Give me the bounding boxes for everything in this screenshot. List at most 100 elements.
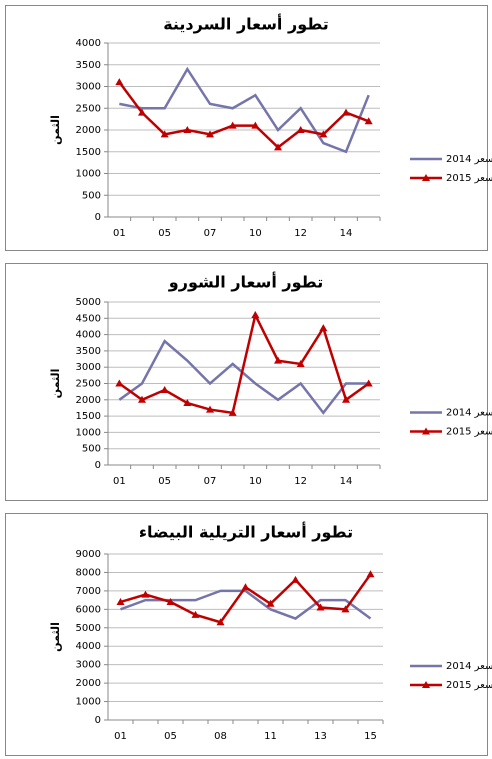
x-tick-label: 12: [294, 476, 307, 487]
chart-title: تطور أسعار السردينة: [163, 14, 329, 34]
y-tick-label: 0: [95, 715, 101, 726]
point-marker: [166, 597, 175, 605]
y-tick-label: 3500: [76, 60, 101, 71]
point-marker: [191, 610, 200, 618]
y-tick-label: 7000: [76, 586, 101, 597]
point-marker: [160, 130, 169, 138]
point-marker: [319, 324, 328, 332]
chart-title: تطور أسعار التريلية البيضاء: [139, 522, 353, 542]
point-marker: [138, 108, 146, 116]
y-tick-label: 5000: [76, 297, 101, 308]
y-tick-label: 1000: [76, 169, 101, 180]
legend-label: 2014 السعر: [446, 154, 492, 165]
x-tick-label: 13: [314, 731, 327, 742]
point-marker: [296, 359, 305, 367]
y-tick-label: 0: [95, 212, 101, 223]
point-marker: [160, 386, 169, 394]
y-tick-label: 4000: [76, 641, 101, 652]
y-tick-label: 2500: [76, 379, 101, 390]
point-marker: [291, 575, 300, 583]
y-tick-label: 9000: [76, 549, 101, 560]
point-marker: [251, 121, 260, 129]
y-tick-label: 500: [82, 444, 101, 455]
x-tick-label: 14: [340, 476, 353, 487]
y-tick-label: 1000: [76, 697, 101, 708]
point-marker: [274, 143, 282, 151]
legend-marker: [422, 681, 430, 688]
y-tick-label: 1500: [76, 147, 101, 158]
x-tick-label: 12: [294, 228, 307, 239]
series-line: [118, 81, 370, 150]
y-tick-label: 2500: [76, 103, 101, 114]
legend-marker: [422, 174, 430, 181]
point-marker: [266, 599, 275, 607]
y-tick-label: 6000: [76, 604, 101, 615]
series-line: [119, 66, 370, 154]
chart: تطور أسعار السردينة 0 500 1000 1500 2000 2500 3…: [5, 5, 492, 251]
point-marker: [206, 130, 214, 138]
legend-marker: [422, 427, 430, 435]
point-marker: [228, 408, 237, 416]
point-marker: [183, 126, 192, 133]
point-marker: [116, 597, 125, 605]
point-marker: [342, 108, 350, 116]
x-tick-label: 07: [204, 228, 217, 239]
point-marker: [228, 121, 237, 129]
legend-label: 2014 السعر: [446, 661, 492, 672]
x-tick-label: 10: [249, 228, 262, 239]
y-tick-label: 4000: [76, 330, 101, 341]
point-marker: [115, 78, 124, 86]
series-line: [118, 311, 370, 415]
y-tick-label: 8000: [76, 567, 101, 578]
y-tick-label: 1500: [76, 411, 101, 422]
y-tick-label: 2000: [76, 125, 101, 136]
point-marker: [342, 395, 350, 403]
point-marker: [141, 590, 150, 598]
x-tick-label: 05: [164, 731, 177, 742]
x-tick-label: 14: [340, 228, 353, 239]
x-tick-label: 05: [158, 228, 171, 239]
point-marker: [241, 583, 250, 591]
legend-label: 2015 السعر: [446, 427, 492, 438]
chart: تطور أسعار التريلية البيضاء 0 1000 2000 3000…: [5, 513, 492, 756]
y-tick-label: 3000: [76, 362, 101, 373]
y-tick-label: 4000: [76, 38, 101, 49]
chart-frame: [5, 5, 488, 251]
x-tick-label: 01: [114, 731, 127, 742]
point-marker: [364, 117, 373, 125]
x-tick-label: 15: [364, 731, 377, 742]
x-tick-label: 01: [113, 228, 126, 239]
point-marker: [183, 399, 192, 407]
point-marker: [364, 379, 373, 387]
y-axis-label: الثمن: [49, 622, 62, 652]
legend-label: 2015 السعر: [446, 680, 492, 691]
y-tick-label: 3500: [76, 346, 101, 357]
x-tick-label: 08: [214, 731, 227, 742]
point-marker: [296, 126, 305, 133]
y-axis-label: الثمن: [49, 115, 62, 145]
x-tick-label: 10: [249, 476, 262, 487]
y-tick-label: 5000: [76, 623, 101, 634]
x-tick-label: 01: [113, 476, 126, 487]
chart: تطور أسعار الشورو 0 500 1000 1500 2000 2500 300…: [5, 263, 492, 501]
y-tick-label: 4500: [76, 313, 101, 324]
point-marker: [274, 356, 282, 364]
point-marker: [216, 618, 225, 626]
legend-label: 2015 السعر: [446, 173, 492, 184]
point-marker: [366, 570, 375, 578]
x-tick-label: 11: [264, 731, 277, 742]
legend-label: 2014 السعر: [446, 408, 492, 419]
x-tick-label: 07: [204, 476, 217, 487]
point-marker: [251, 311, 260, 319]
chart-title: تطور أسعار الشورو: [168, 272, 323, 292]
point-marker: [316, 603, 325, 611]
x-tick-label: 05: [158, 476, 171, 487]
point-marker: [319, 130, 328, 138]
y-tick-label: 500: [82, 190, 101, 201]
chart-frame: [5, 263, 488, 501]
y-tick-label: 2000: [76, 678, 101, 689]
y-tick-label: 0: [95, 460, 101, 471]
y-axis-label: الثمن: [49, 369, 62, 399]
y-tick-label: 2000: [76, 395, 101, 406]
